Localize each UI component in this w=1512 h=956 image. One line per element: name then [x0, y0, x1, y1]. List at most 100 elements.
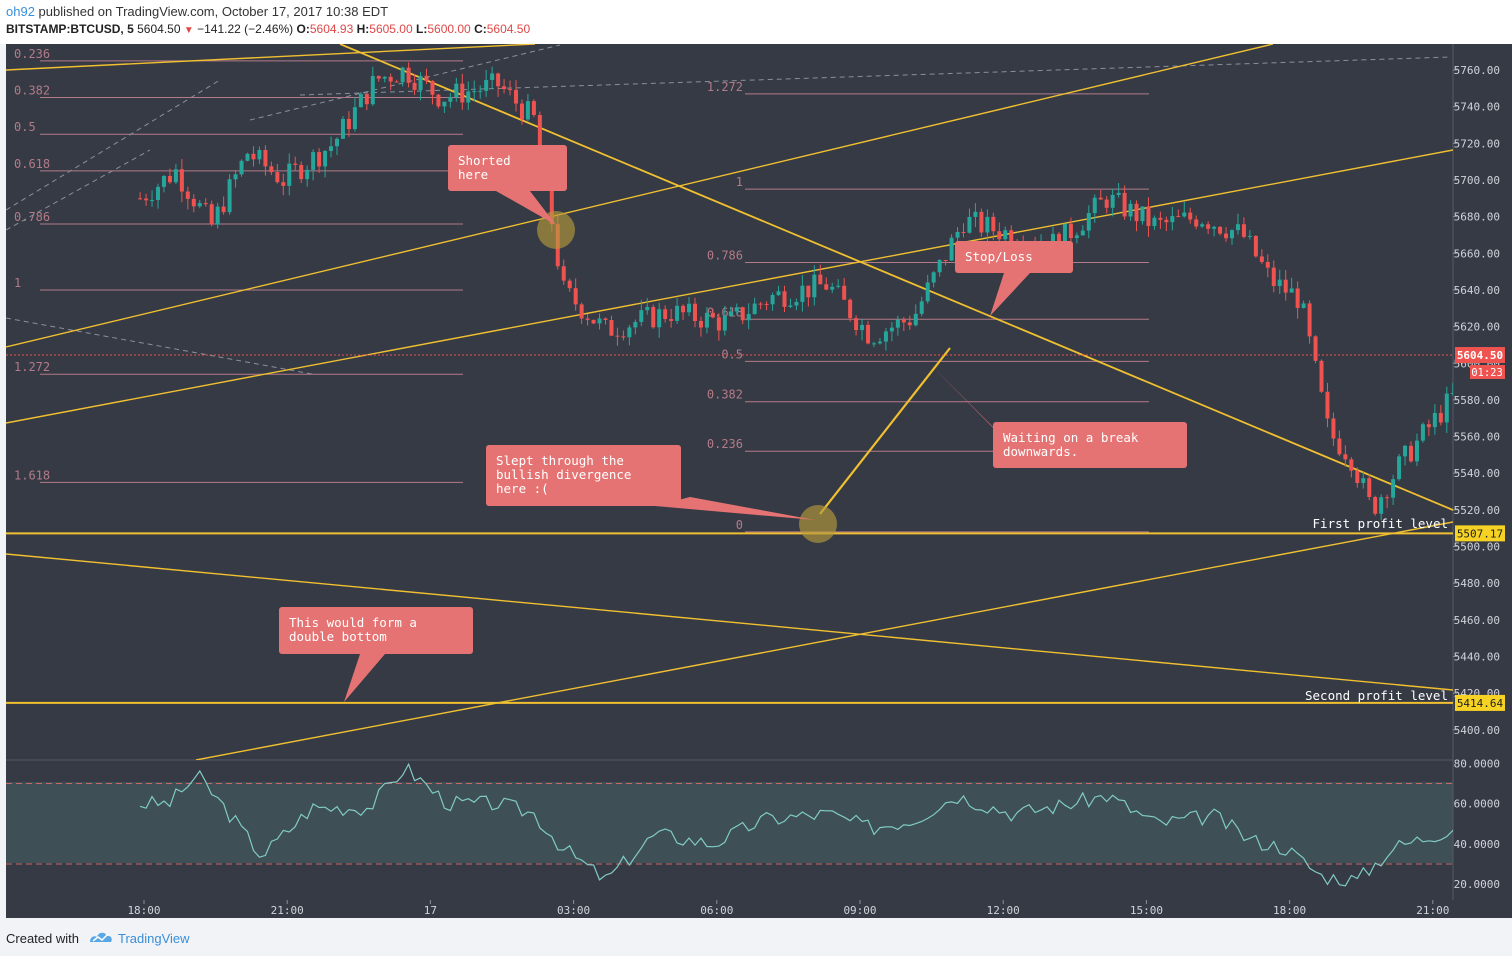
candle-body: [770, 294, 775, 305]
candle-body: [215, 206, 220, 225]
fib-right-label: 1.272: [707, 80, 743, 94]
candle-body: [293, 163, 298, 165]
candle-body: [794, 301, 799, 306]
price-axis-label: 5660.00: [1454, 247, 1500, 260]
candle-body: [872, 343, 876, 345]
author-link[interactable]: oh92: [6, 4, 35, 19]
candle-body: [1080, 230, 1085, 236]
candle-body: [1414, 440, 1419, 462]
candle-body: [448, 96, 453, 102]
candle-body: [251, 153, 256, 160]
candle-body: [1092, 197, 1097, 214]
dashed-channel-line-1: [6, 79, 221, 211]
candle-body: [269, 166, 274, 173]
candle-body: [877, 341, 882, 344]
candle-body: [364, 93, 369, 105]
candle-body: [1212, 226, 1217, 229]
candle-body: [657, 309, 662, 328]
low-value: 5600.00: [427, 22, 471, 36]
candle-body: [245, 153, 250, 161]
candle-body: [299, 164, 304, 180]
short-entry-marker: [537, 211, 575, 249]
candle-body: [561, 266, 566, 281]
trendline-main-descending: [339, 44, 1453, 511]
candle-body: [514, 89, 518, 104]
candle-body: [1247, 235, 1252, 237]
price-axis-label: 5620.00: [1454, 321, 1500, 334]
waiting-callout: [993, 422, 1187, 468]
candle-body: [925, 282, 930, 302]
candle-body: [257, 149, 262, 160]
candle-body: [179, 169, 184, 192]
close-label: C:: [474, 22, 487, 36]
candle-body: [311, 152, 316, 170]
rsi-axis-label: 80.0000: [1454, 757, 1500, 770]
tradingview-brand-link[interactable]: TradingView: [118, 931, 190, 946]
stoploss-note: Stop/Loss: [965, 249, 1033, 264]
candle-body: [1068, 223, 1073, 239]
candle-body: [836, 285, 841, 287]
candle-body: [352, 107, 357, 130]
waiting-note-line-1: Waiting on a break: [1003, 430, 1139, 445]
candle-body: [937, 259, 942, 273]
candle-body: [621, 336, 626, 338]
candle-body: [531, 101, 536, 115]
quote-line: BITSTAMP:BTCUSD, 5 5604.50 ▼ −141.22 (−2…: [6, 22, 530, 36]
candle-body: [335, 138, 339, 147]
candle-body: [1170, 216, 1175, 223]
candle-body: [889, 327, 894, 332]
candle-body: [203, 203, 208, 205]
publish-text: published on TradingView.com, October 17…: [34, 4, 389, 19]
fib-left-label: 1.618: [14, 468, 50, 482]
candle-body: [1206, 224, 1211, 229]
candle-body: [1230, 230, 1234, 239]
candle-body: [663, 309, 668, 320]
candle-body: [961, 231, 966, 233]
candle-body: [412, 82, 417, 90]
candle-body: [615, 335, 620, 337]
candle-body: [609, 319, 614, 336]
price-chart[interactable]: 0.236 0.382 0.5 0.618 0.786 1 1.272 1.618 1.272 1…: [0, 44, 1512, 918]
high-value: 5605.00: [369, 22, 413, 36]
candle-body: [997, 231, 1002, 240]
candle-body: [752, 303, 757, 315]
fib-left-label: 0.786: [14, 210, 50, 224]
fib-right-label: 0.382: [707, 388, 743, 402]
candle-body: [1200, 224, 1205, 227]
high-label: H:: [356, 22, 370, 36]
candle-body: [687, 303, 692, 313]
trendline-long-descending: [6, 553, 1453, 691]
candle-body: [156, 186, 160, 200]
candle-body: [519, 103, 524, 120]
candle-body: [1289, 288, 1294, 293]
time-axis-label: 09:00: [843, 904, 876, 917]
candle-body: [1164, 219, 1169, 223]
candle-body: [979, 211, 984, 233]
candle-body: [1253, 235, 1258, 257]
candle-body: [824, 284, 829, 290]
candle-body: [931, 272, 936, 283]
candle-body: [508, 89, 513, 91]
candle-body: [1098, 197, 1103, 200]
tradingview-logo-icon[interactable]: [88, 929, 114, 945]
candle-body: [1307, 303, 1312, 337]
candle-body: [627, 327, 632, 338]
candle-body: [579, 304, 584, 319]
candle-body: [549, 173, 554, 225]
time-axis-label: 21:00: [271, 904, 304, 917]
price-axis-label: 5740.00: [1454, 101, 1500, 114]
candle-body: [167, 175, 172, 183]
second-profit-label: Second profit level: [1305, 688, 1448, 703]
candle-body: [1134, 203, 1139, 222]
price-axis-label: 5540.00: [1454, 467, 1500, 480]
candle-body: [221, 206, 226, 213]
candle-body: [1444, 393, 1449, 423]
candle-body: [949, 237, 954, 261]
rsi-line: [139, 762, 1453, 887]
candle-body: [788, 305, 793, 307]
candle-body: [1086, 213, 1091, 231]
candle-body: [478, 90, 483, 92]
fib-left-label: 0.236: [14, 47, 50, 61]
candle-body: [1009, 230, 1014, 245]
candle-body: [1319, 360, 1324, 392]
